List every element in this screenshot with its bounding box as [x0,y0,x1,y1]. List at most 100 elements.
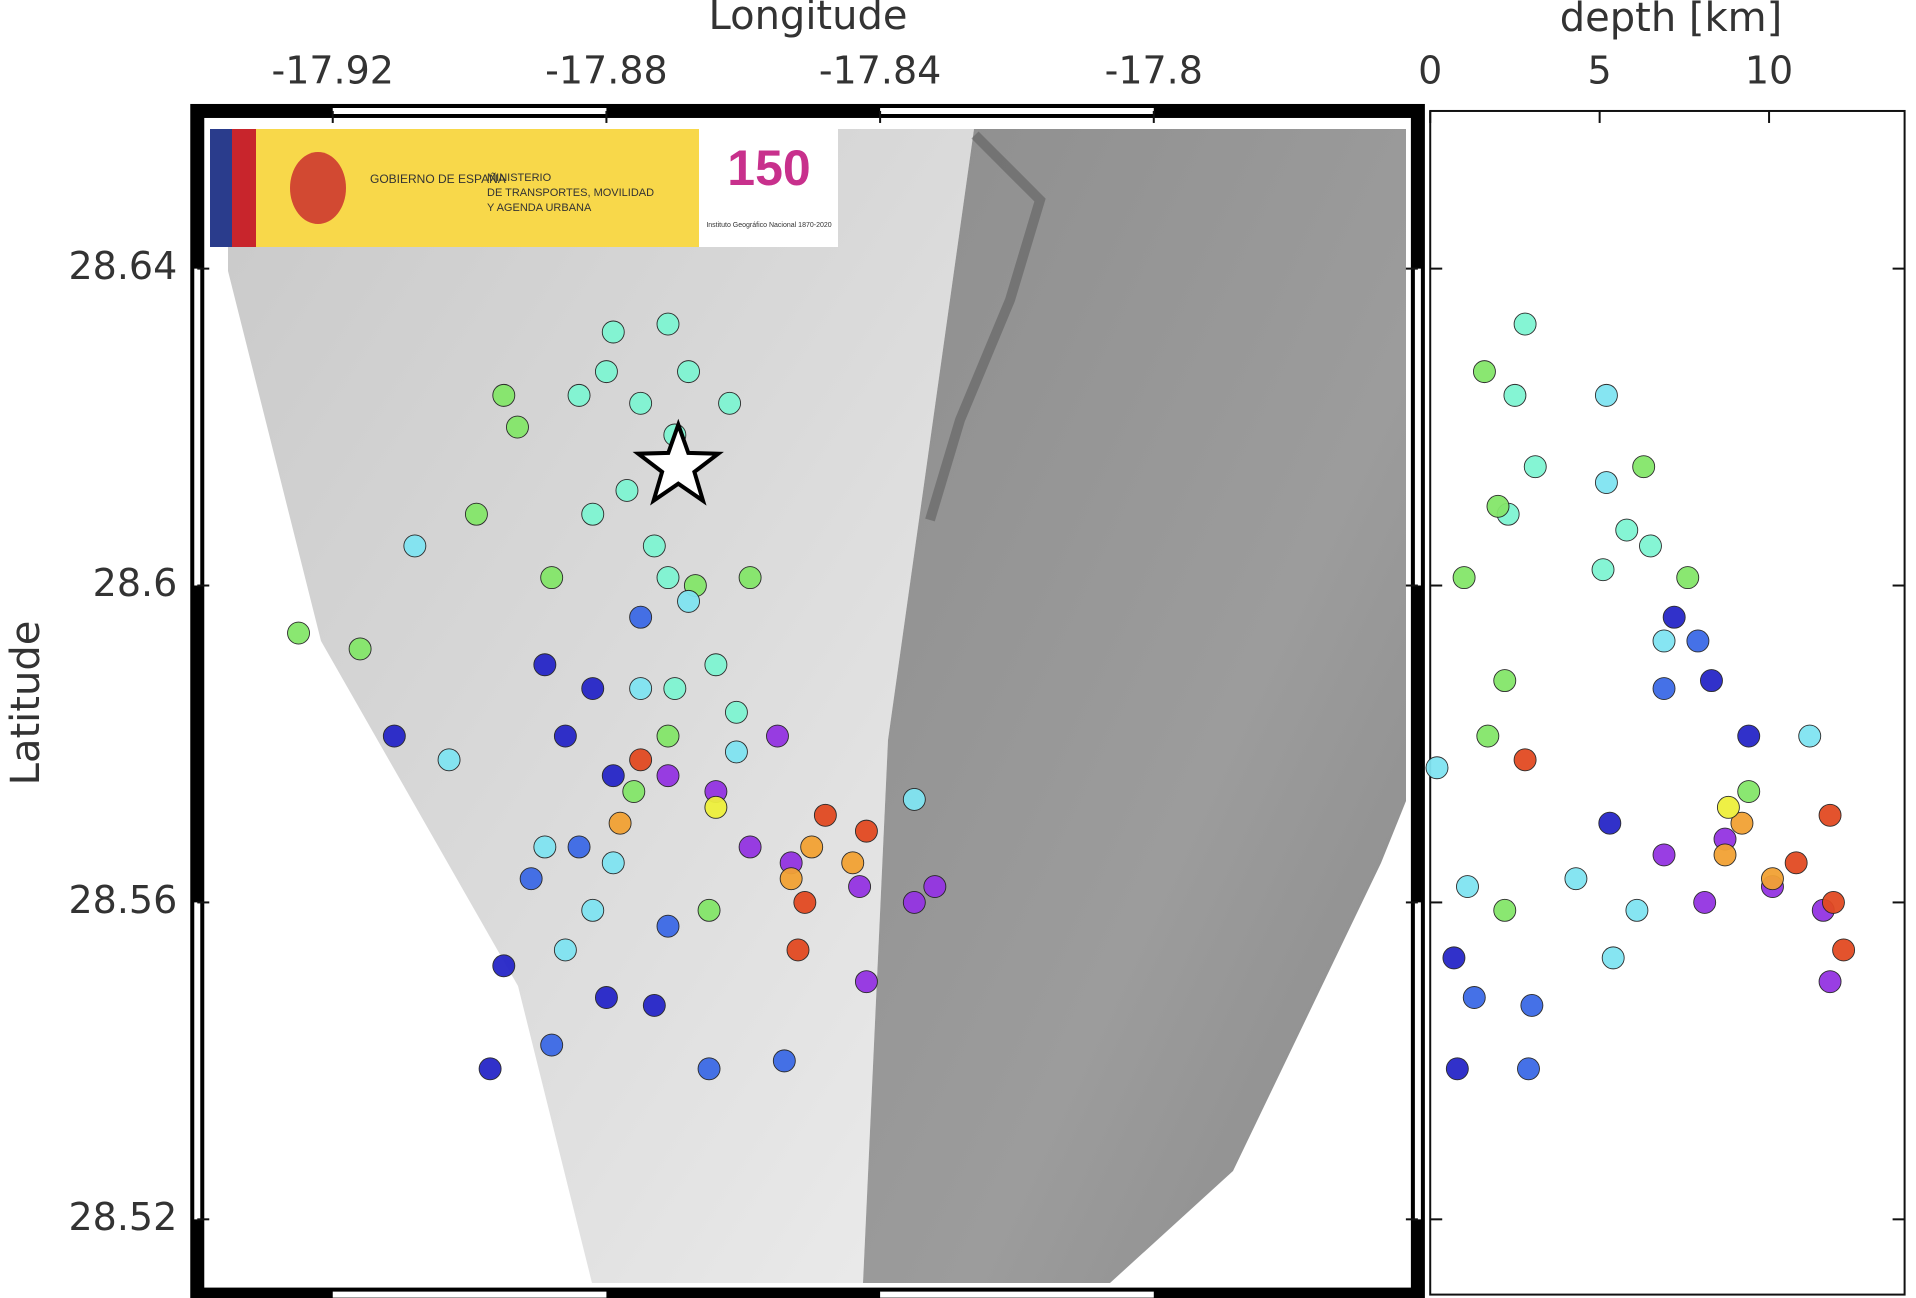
event-point [854,970,878,994]
event-point [533,835,557,859]
event-point [519,867,543,891]
event-point [287,621,310,645]
event-point [1445,1057,1469,1081]
y-tick-label: 28.56 [68,878,177,922]
event-point [1832,938,1856,962]
event-point [841,851,865,875]
event-point [800,835,824,859]
event-point [1493,669,1517,693]
event-point [629,605,653,629]
x-tick-label: -17.92 [271,48,394,92]
coat-of-arms [290,152,346,224]
event-point [1601,946,1625,970]
event-point [1693,890,1717,914]
flag-stripe [232,129,256,247]
event-point [1652,843,1676,867]
event-point [1761,867,1784,891]
epicenter-star [632,418,724,506]
event-point [772,1049,796,1073]
event-point [1598,811,1622,835]
event-point [1639,534,1662,558]
event-point [492,954,516,978]
event-point [567,383,591,407]
event-point [1564,867,1588,891]
event-point [656,914,680,938]
event-point [1425,756,1449,780]
event-point [724,740,748,764]
event-point [615,479,639,502]
event-point [1503,383,1527,407]
event-point [1713,843,1737,867]
event-point [1594,383,1618,407]
event-point [622,780,646,803]
logo-ministry: DE TRANSPORTES, MOVILIDAD [487,187,654,199]
x-axis-title: depth [km] [1560,0,1782,41]
event-point [848,875,872,899]
event-point [478,1057,502,1081]
event-point [697,1057,721,1081]
event-point [718,391,742,415]
event-point [793,890,817,914]
map-frame [190,103,1425,1298]
event-point [492,383,516,407]
event-point [382,724,406,748]
event-point [663,677,687,700]
event-point [1784,851,1808,875]
event-point [1700,669,1723,693]
event-point [1676,566,1700,590]
event-point [1818,803,1842,827]
event-point [1452,566,1476,590]
relief [228,129,1406,1283]
event-point [704,795,728,819]
event-point [1476,724,1500,748]
event-point [656,566,680,590]
event-point [1486,494,1510,518]
event-point [724,700,748,724]
event-point [1472,360,1496,384]
event-point [629,391,653,415]
event-point [1513,312,1537,336]
event-point [348,637,372,661]
x-tick-label: -17.88 [545,48,668,92]
event-point [1686,629,1710,653]
event-point [779,867,803,891]
x-tick-label: 5 [1588,48,1612,92]
x-tick-label: -17.8 [1105,48,1203,92]
event-point [704,653,728,677]
event-point [1513,748,1537,772]
event-point [601,320,625,344]
event-point [1625,898,1649,922]
event-point [1818,970,1842,994]
event-point [1615,518,1639,542]
event-point [1594,471,1618,494]
event-point [540,566,564,590]
logo-ministry: Y AGENDA URBANA [487,202,592,214]
event-point [677,360,700,384]
event-point [601,851,625,875]
panel-background [1429,109,1906,1296]
x-tick-label: 10 [1745,48,1793,92]
event-point [1456,875,1479,899]
event-point [464,502,488,526]
event-point [1716,795,1740,819]
event-point [766,724,789,748]
y-axis-title: Latitude [3,621,49,786]
event-point [1652,677,1676,700]
event-point [1493,898,1517,922]
x-tick-label: -17.84 [819,48,942,92]
event-point [1632,455,1656,479]
x-axis-title: Longitude [709,0,908,39]
event-point [1517,1057,1540,1081]
event-point [1523,455,1547,479]
event-point [540,1033,564,1057]
relief-east [863,129,1406,1283]
event-point [533,653,557,677]
event-point [629,677,653,700]
event-point [656,312,680,336]
event-point [1442,946,1466,970]
event-point [553,724,577,748]
logo-anniversary: 150 [727,140,810,196]
event-point [1737,780,1761,803]
event-point [738,835,762,859]
